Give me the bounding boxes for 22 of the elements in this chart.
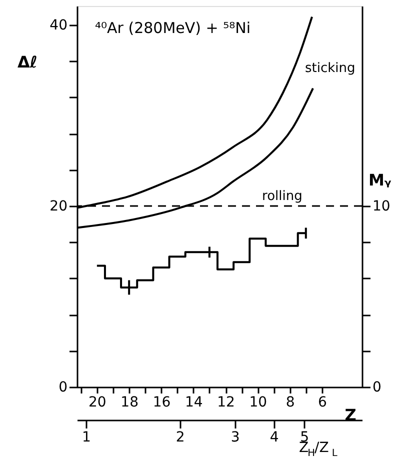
x-tick-label: 12 — [217, 394, 235, 410]
text: ⁴⁰Ar (280MeV) + ⁵⁸Ni — [95, 19, 251, 37]
x-tick-label: 16 — [152, 394, 171, 410]
x2-tick-label: 4 — [270, 430, 279, 446]
x-tick-label: 10 — [249, 394, 268, 410]
x-tick-label: 20 — [88, 394, 106, 410]
y-tick-label: 0 — [58, 380, 68, 396]
y-tick-label: 20 — [50, 198, 68, 214]
y2-axis-title: Mᵧ — [368, 170, 392, 190]
x2-tick-label: 2 — [176, 430, 185, 446]
x2-tick-label: 3 — [230, 430, 240, 446]
y2-tick-label: 10 — [372, 198, 390, 214]
x-tick-label: 14 — [184, 394, 203, 410]
x-tick-label: 6 — [318, 394, 328, 410]
annotation: sticking — [305, 61, 356, 76]
y2-tick-label: 0 — [372, 380, 382, 396]
x2-tick-label: 1 — [82, 430, 91, 446]
x-tick-label: 8 — [286, 394, 295, 410]
ref-line-label: rolling — [262, 189, 302, 204]
x-tick-label: 18 — [120, 394, 138, 410]
y-axis-title: Δℓ — [18, 52, 38, 72]
y-tick-label: 40 — [50, 18, 68, 34]
